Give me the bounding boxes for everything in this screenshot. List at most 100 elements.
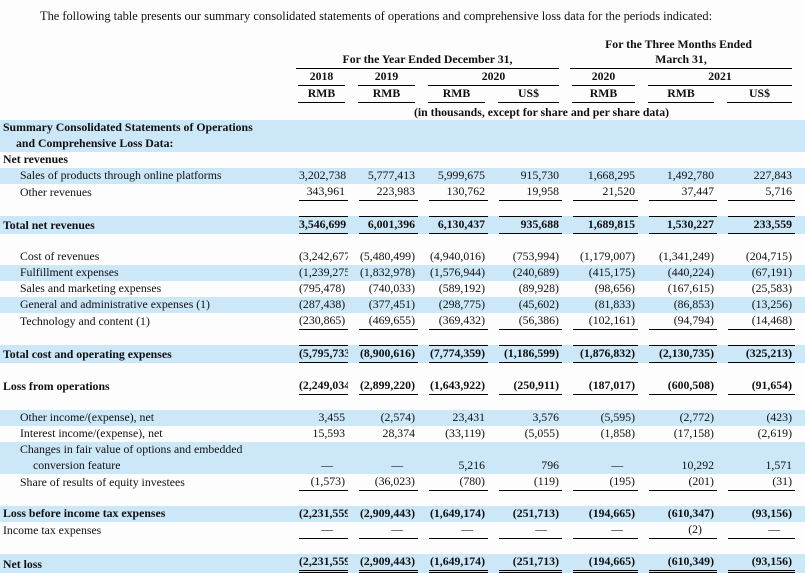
cell-value (562, 152, 638, 168)
row-label: Cost of revenues (20, 249, 100, 263)
cell-value: 796 (541, 458, 559, 472)
header-row-units: (in thousands, except for share and per … (0, 103, 805, 120)
cell-value: 19,958 (488, 184, 562, 201)
row-pad (795, 410, 805, 426)
col-group-quarter-subtitle: March 31, (562, 52, 795, 69)
row-pad (795, 297, 805, 313)
cell-value: (56,386) (488, 313, 562, 330)
cell-value: (94,794) (638, 313, 717, 330)
row-label: Changes in fair value of options and emb… (20, 442, 243, 472)
row-pad (795, 506, 805, 522)
cell-value: (204,715) (745, 249, 793, 263)
cell-value: (2,899,220) (348, 378, 418, 395)
header-row-currencies: RMB RMB RMB US$ RMB RMB US$ (0, 86, 805, 103)
document-page: The following table presents our summary… (0, 9, 805, 573)
row-pad (795, 120, 805, 152)
cell-value: (610,347) (667, 506, 714, 520)
cell-value: (91,654) (717, 378, 796, 395)
table-row: General and administrative expenses (1) (… (0, 297, 805, 313)
cell-value (348, 152, 418, 168)
cell-value: (167,615) (667, 281, 714, 295)
cell-value: 5,716 (717, 184, 796, 201)
spacer-row (0, 395, 805, 410)
cell-value: — (288, 522, 348, 539)
table-row: Sales of products through online platfor… (0, 168, 805, 184)
cell-value: (3,242,677) (299, 249, 348, 263)
currency-header: RMB (348, 86, 418, 103)
cell-value: 21,520 (562, 184, 638, 201)
table-row: Interest income/(expense), net 15,593 28,3… (0, 426, 805, 442)
cell-value: 28,374 (382, 426, 415, 440)
currency-header: RMB (288, 86, 348, 103)
row-pad (795, 345, 805, 363)
cell-value: 915,730 (520, 168, 559, 182)
cell-value: 15,593 (312, 426, 345, 440)
row-label: Technology and content (1) (20, 314, 150, 328)
cell-value: (600,508) (638, 378, 717, 395)
cell-value: (250,911) (488, 378, 562, 395)
cell-value: (440,224) (667, 265, 714, 279)
cell-value: (469,655) (348, 313, 418, 330)
row-pad (795, 554, 805, 573)
cell-value: (45,602) (518, 297, 559, 311)
row-pad (795, 216, 805, 234)
cell-value: (93,156) (717, 554, 796, 573)
cell-value: (195) (562, 474, 638, 491)
row-pad (795, 522, 805, 539)
year-header: 2020 (418, 69, 562, 86)
row-label: Total net revenues (3, 218, 95, 232)
cell-value: (2) (638, 522, 717, 539)
row-label: Total cost and operating expenses (3, 347, 172, 361)
row-pad (795, 281, 805, 297)
cell-value: — (717, 522, 796, 539)
cell-value (288, 152, 348, 168)
cell-value (418, 152, 488, 168)
cell-value: (1,239,275) (299, 265, 348, 279)
row-pad (795, 265, 805, 281)
cell-value: (89,928) (518, 281, 559, 295)
spacer-row (0, 234, 805, 249)
cell-value: — (488, 522, 562, 539)
header-row-group-1: For the Three Months Ended (0, 37, 805, 52)
cell-value: (1,649,174) (418, 554, 488, 573)
cell-value: (14,468) (717, 313, 796, 330)
cell-value: (17,158) (673, 426, 714, 440)
currency-header: RMB (418, 86, 488, 103)
cell-value: (7,774,359) (418, 345, 488, 363)
table-row: Other revenues 343,961 223,983 130,762 19,95… (0, 184, 805, 201)
intro-text: The following table presents our summary… (40, 9, 713, 23)
cell-value: (1,858) (600, 426, 635, 440)
table-row: Sales and marketing expenses (795,478) (74… (0, 281, 805, 297)
cell-value: 233,559 (717, 216, 796, 234)
cell-value: 1,689,815 (562, 216, 638, 234)
table-row: Summary Consolidated Statements of Opera… (0, 120, 805, 152)
row-label: Summary Consolidated Statements of Opera… (3, 120, 253, 150)
cell-value: — (562, 522, 638, 539)
spacer-row (0, 330, 805, 345)
cell-value: (194,665) (588, 506, 635, 520)
cell-value: (13,256) (751, 297, 793, 311)
header-row-years: 2018 2019 2020 2020 2021 (0, 69, 805, 86)
cell-value: (31) (717, 474, 796, 491)
cell-value: — (391, 458, 403, 472)
spacer-row (0, 201, 805, 216)
cell-value: (325,213) (717, 345, 796, 363)
cell-value (348, 120, 418, 152)
cell-value: (610,349) (638, 554, 717, 573)
cell-value: 5,216 (458, 458, 485, 472)
year-header: 2018 (288, 69, 348, 86)
row-pad (795, 152, 805, 168)
cell-value: (201) (638, 474, 717, 491)
row-label: Share of results of equity investees (20, 475, 185, 489)
cell-value: 130,762 (418, 184, 488, 201)
row-label: Interest income/(expense), net (20, 426, 163, 440)
cell-value: (102,161) (562, 313, 638, 330)
units-note: (in thousands, except for share and per … (413, 105, 670, 119)
cell-value: (251,713) (488, 554, 562, 573)
row-pad (795, 442, 805, 474)
cell-value: (4,940,016) (429, 249, 485, 263)
cell-value (418, 120, 488, 152)
cell-value: 10,292 (681, 458, 714, 472)
cell-value: — (348, 522, 418, 539)
row-label: General and administrative expenses (1) (20, 297, 210, 311)
